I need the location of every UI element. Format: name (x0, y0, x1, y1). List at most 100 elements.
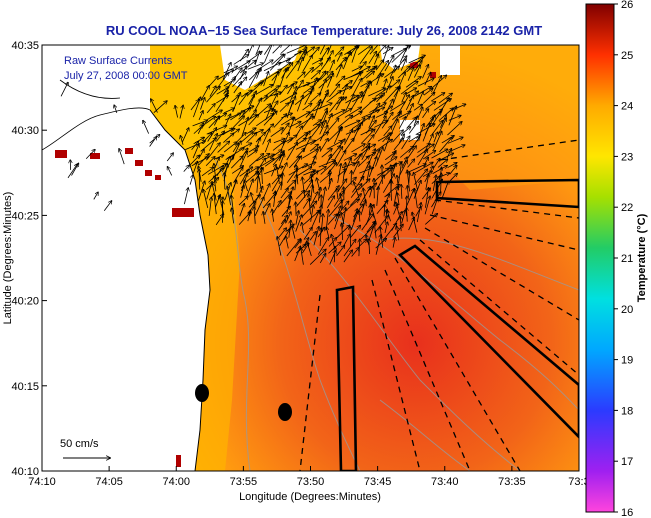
current-vector (264, 155, 281, 167)
current-vector (272, 45, 282, 54)
current-vector (334, 147, 343, 160)
current-vector (273, 139, 285, 144)
current-vector (285, 61, 299, 79)
current-vector (214, 176, 216, 192)
current-vector (344, 107, 361, 118)
current-vector (349, 225, 360, 239)
current-vector (280, 45, 293, 54)
current-vector (222, 63, 231, 80)
current-vector (361, 144, 369, 152)
current-vector (361, 66, 377, 81)
current-vector (247, 150, 257, 158)
current-vector (286, 196, 292, 215)
current-vector (376, 201, 388, 214)
current-vector (361, 146, 369, 160)
current-vector (422, 123, 430, 142)
current-vector (413, 65, 420, 78)
current-vector (207, 128, 217, 142)
current-vector (215, 214, 223, 226)
x-tick-label: 73:45 (364, 476, 392, 488)
current-vector (384, 222, 387, 234)
current-vector (303, 68, 313, 78)
current-vector (205, 157, 215, 167)
current-vector (352, 162, 359, 175)
current-vector (312, 103, 332, 112)
current-vector (295, 133, 307, 142)
current-vector (270, 128, 284, 138)
current-vector (295, 140, 315, 150)
current-vector (278, 220, 286, 231)
current-vector (326, 114, 331, 127)
current-vector (203, 189, 209, 208)
current-vector (310, 192, 318, 207)
current-vector (390, 151, 396, 161)
current-vector (175, 106, 178, 118)
current-vector (439, 137, 452, 153)
current-vector (401, 92, 406, 102)
current-vector (433, 132, 438, 143)
current-vector (309, 194, 311, 215)
current-vector (277, 237, 282, 256)
current-vector (321, 149, 332, 158)
current-vector (449, 165, 457, 175)
current-vector (350, 211, 358, 230)
current-vector (149, 137, 157, 147)
current-vector (231, 95, 240, 103)
current-vector (286, 45, 307, 54)
current-vector (431, 121, 442, 135)
current-vector (417, 149, 428, 166)
current-vector (343, 158, 352, 176)
current-vector (328, 200, 343, 217)
current-vector (431, 176, 440, 184)
current-vector (286, 168, 297, 184)
current-vector (385, 77, 393, 94)
current-vector (263, 90, 277, 102)
current-vector (239, 49, 248, 62)
current-vector (230, 113, 241, 121)
x-tick-label: 74:00 (162, 476, 190, 488)
current-vector (279, 103, 289, 112)
current-vector (368, 88, 385, 97)
current-vector (329, 97, 341, 113)
current-vector (398, 117, 405, 129)
current-vector (399, 161, 407, 176)
current-vector (369, 103, 386, 113)
x-tick-label: 74:05 (95, 476, 123, 488)
current-vector (334, 214, 339, 230)
current-vector (217, 73, 229, 88)
current-vector (167, 167, 173, 176)
colorbar-label: Temperature (°C) (636, 213, 648, 302)
current-vector (319, 48, 329, 62)
current-vector (337, 164, 341, 184)
x-tick-label: 73:3 (568, 476, 589, 488)
current-vector (302, 201, 316, 217)
current-vector (265, 86, 279, 97)
current-vector (344, 177, 356, 191)
current-vector (189, 155, 200, 166)
colorbar-tick-label: 21 (621, 253, 633, 265)
current-vector (317, 237, 328, 255)
current-vector (254, 207, 255, 224)
current-vector (295, 175, 297, 191)
current-vector (262, 192, 276, 209)
current-vector (179, 105, 183, 119)
current-vector (359, 186, 371, 206)
current-vector (249, 154, 263, 167)
current-vector (263, 45, 273, 63)
current-vector (368, 157, 376, 178)
current-vector (296, 191, 304, 200)
current-vector (183, 188, 188, 205)
current-vector (269, 54, 285, 71)
current-vector (326, 196, 334, 209)
current-vector (447, 137, 463, 144)
current-vector (280, 132, 289, 151)
current-vector (342, 52, 350, 70)
current-vector (93, 192, 98, 200)
current-vector (336, 225, 350, 239)
current-vector (391, 163, 396, 175)
x-tick-label: 73:55 (230, 476, 258, 488)
current-vector (374, 216, 388, 234)
current-vector (416, 203, 421, 223)
current-vector (311, 185, 313, 201)
current-vector (361, 129, 374, 144)
